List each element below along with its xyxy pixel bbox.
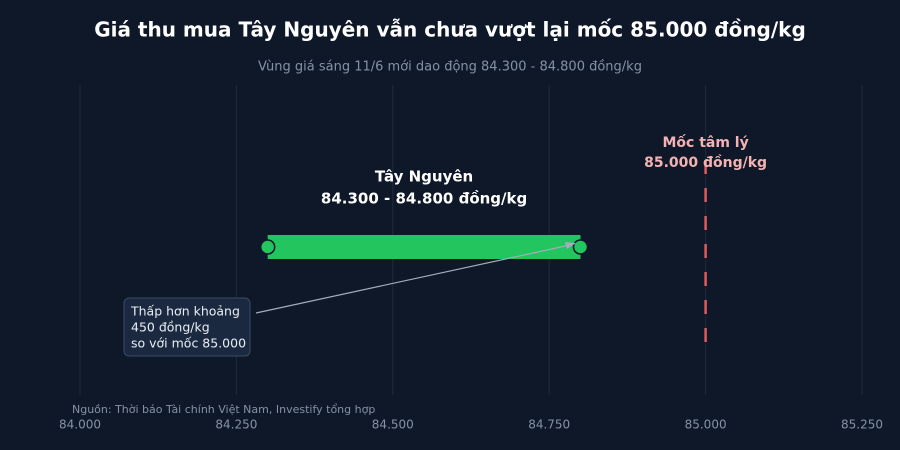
x-tick-label: 84.500 <box>372 418 414 432</box>
series-label: Tây Nguyên <box>375 168 473 186</box>
annotation-text: Thấp hơn khoảng <box>130 304 240 319</box>
x-tick-label: 85.250 <box>841 418 883 432</box>
x-tick-label: 85.000 <box>685 418 727 432</box>
chart-title: Giá thu mua Tây Nguyên vẫn chưa vượt lại… <box>94 18 806 42</box>
source: Nguồn: Thời báo Tài chính Việt Nam, Inve… <box>72 403 375 416</box>
x-tick-label: 84.250 <box>215 418 257 432</box>
annotation-arrow <box>255 244 571 314</box>
chart-subtitle: Vùng giá sáng 11/6 mới dao động 84.300 -… <box>258 60 642 75</box>
range-bar <box>267 235 581 259</box>
range-high-dot <box>572 239 589 255</box>
annotation-text: 450 đồng/kg <box>131 320 210 335</box>
x-tick-label: 84.000 <box>59 418 101 432</box>
annotation-text: so với mốc 85.000 <box>131 336 246 351</box>
reference-label: 85.000 đồng/kg <box>644 154 767 171</box>
range-low-dot <box>259 239 276 255</box>
annotation-box <box>123 297 251 357</box>
x-tick-label: 84.750 <box>528 418 570 432</box>
range-label: 84.300 - 84.800 đồng/kg <box>321 189 527 208</box>
annotation-arrowhead <box>565 242 576 249</box>
reference-label: Mốc tâm lý <box>662 134 748 151</box>
